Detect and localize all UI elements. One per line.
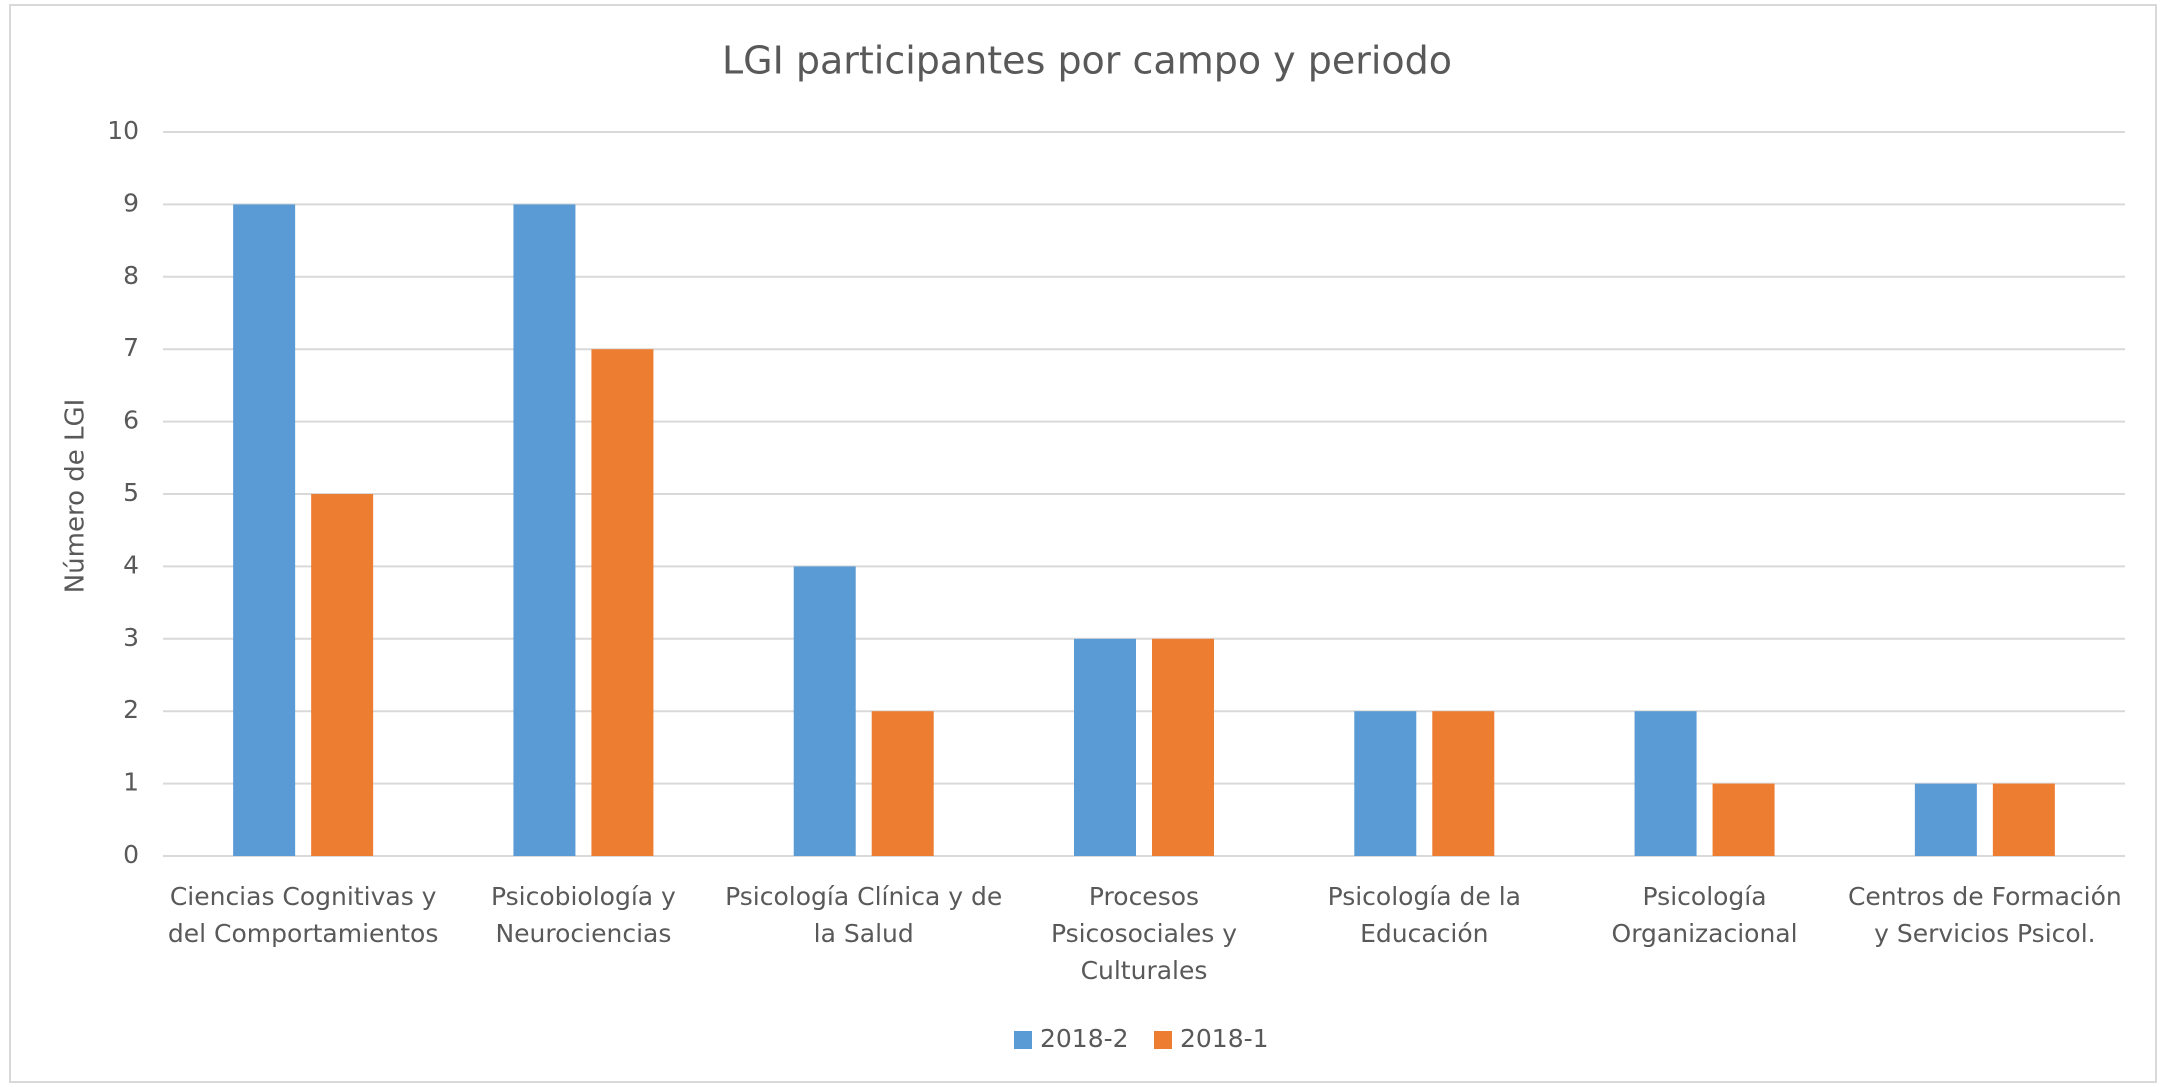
y-tick-label: 0 [123,840,139,869]
x-tick-label: Psicobiología y Neurociencias [490,882,676,948]
y-tick-label: 4 [123,550,139,579]
x-tick-label: Psicología Clínica y de la Salud [725,882,1003,948]
chart-title: LGI participantes por campo y periodo [722,39,1452,83]
x-tick-label-box: Procesos Psicosociales y Culturales [1050,882,1238,985]
bar [1152,638,1214,856]
x-tick-label-box: Psicología Clínica y de la Salud [725,882,1003,948]
x-tick-label: Ciencias Cognitivas y del Comportamiento… [167,882,439,948]
bar [793,566,856,856]
bar [591,349,654,856]
legend-label: 2018-1 [1180,1024,1269,1053]
bar [311,494,374,856]
y-axis-label: Número de LGI [61,399,91,594]
x-tick-label-box: Centros de Formación y Servicios Psicol. [1847,882,2122,948]
x-tick-label-box: Ciencias Cognitivas y del Comportamiento… [167,882,439,948]
bar [1712,783,1775,856]
y-tick-label: 8 [123,261,139,290]
y-tick-label: 7 [123,333,139,362]
bar [1354,711,1417,856]
x-tick-label: Psicología de la Educación [1327,882,1521,948]
y-tick-label: 1 [123,768,139,797]
x-tick-label-box: Psicología de la Educación [1327,882,1521,948]
legend-label: 2018-2 [1040,1024,1129,1053]
bar [871,711,934,856]
bar [1914,783,1977,856]
y-tick-label: 5 [123,478,139,507]
bar [1634,711,1697,856]
y-tick-label: 2 [123,695,139,724]
bar [233,204,296,856]
legend-swatch [1014,1031,1032,1049]
y-tick-label: 10 [107,116,139,145]
bar [1992,783,2055,856]
x-tick-label: Centros de Formación y Servicios Psicol. [1847,882,2122,948]
legend-swatch [1154,1031,1172,1049]
x-tick-label: Procesos Psicosociales y Culturales [1050,882,1238,985]
x-tick-label-box: Psicobiología y Neurociencias [490,882,676,948]
x-tick-label: Psicología Organizacional [1611,882,1798,948]
y-tick-label: 6 [123,406,139,435]
y-tick-label: 9 [123,188,139,217]
bar [1432,711,1495,856]
bar [1074,638,1136,856]
x-tick-label-box: Psicología Organizacional [1611,882,1798,948]
y-tick-label: 3 [123,623,139,652]
bar [513,204,576,856]
